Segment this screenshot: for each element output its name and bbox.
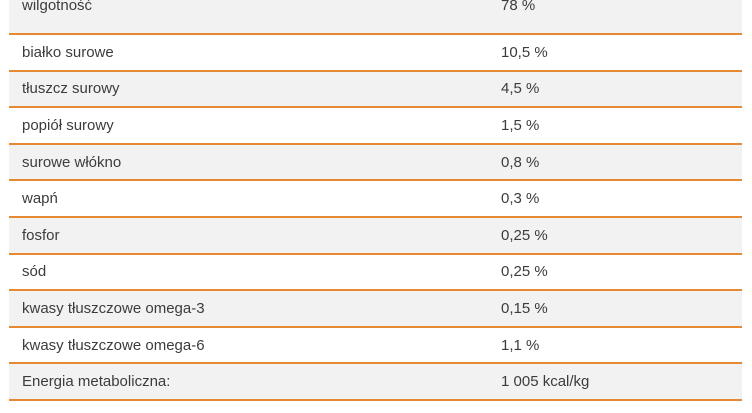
table-row: kwasy tłuszczowe omega-3 0,15 % xyxy=(9,290,742,328)
table-row: fosfor 0,25 % xyxy=(9,216,742,255)
nutrient-value-cell: 0,8 % xyxy=(488,143,742,182)
nutrient-name-cell: białko surowe xyxy=(9,34,488,72)
nutrient-name-cell: surowe włókno xyxy=(9,143,488,182)
table-row: wilgotność 78 % xyxy=(9,0,742,35)
nutrient-value: 10,5 % xyxy=(501,43,548,61)
table-row: białko surowe 10,5 % xyxy=(9,34,742,72)
nutrient-name: wilgotność xyxy=(22,0,93,14)
nutrient-value-cell: 0,3 % xyxy=(488,180,742,218)
nutrient-value-cell: 10,5 % xyxy=(488,34,742,72)
nutrient-value: 1,1 % xyxy=(501,336,540,354)
nutrient-name: Energia metaboliczna: xyxy=(22,373,171,391)
table-row: kwasy tłuszczowe omega-6 1,1 % xyxy=(9,326,742,365)
nutrient-name: surowe włókno xyxy=(22,153,122,171)
table-row: sód 0,25 % xyxy=(9,253,742,292)
nutrient-name-cell: kwasy tłuszczowe omega-6 xyxy=(9,326,488,365)
nutrient-value: 4,5 % xyxy=(501,80,540,98)
nutrient-value-cell: 1,1 % xyxy=(488,326,742,365)
nutrient-value: 0,25 % xyxy=(501,226,548,244)
nutrient-value: 1,5 % xyxy=(501,116,540,134)
nutrient-value-cell: 1 005 kcal/kg xyxy=(488,363,742,401)
nutrient-value-cell: 0,15 % xyxy=(488,290,742,328)
nutrient-name-cell: wapń xyxy=(9,180,488,218)
nutrient-name: białko surowe xyxy=(22,43,114,61)
table-row: Energia metaboliczna: 1 005 kcal/kg xyxy=(9,363,742,401)
nutrition-table-body: wilgotność 78 % białko surowe 10,5 % tłu… xyxy=(9,0,742,401)
nutrient-name-cell: tłuszcz surowy xyxy=(9,70,488,109)
nutrient-name: wapń xyxy=(22,190,58,208)
table-row: tłuszcz surowy 4,5 % xyxy=(9,70,742,109)
nutrient-name: popiół surowy xyxy=(22,116,114,134)
table-row: wapń 0,3 % xyxy=(9,180,742,218)
table-row: surowe włókno 0,8 % xyxy=(9,143,742,182)
nutrition-table: wilgotność 78 % białko surowe 10,5 % tłu… xyxy=(9,0,742,401)
nutrient-name-cell: popiół surowy xyxy=(9,107,488,145)
nutrient-name: fosfor xyxy=(22,226,60,244)
nutrient-name-cell: fosfor xyxy=(9,216,488,255)
nutrient-value: 78 % xyxy=(501,0,536,14)
nutrient-name-cell: Energia metaboliczna: xyxy=(9,363,488,401)
nutrient-name: kwasy tłuszczowe omega-3 xyxy=(22,299,205,317)
nutrient-name: tłuszcz surowy xyxy=(22,80,120,98)
nutrient-value-cell: 0,25 % xyxy=(488,253,742,292)
nutrient-value-cell: 4,5 % xyxy=(488,70,742,109)
nutrient-value: 1 005 kcal/kg xyxy=(501,373,590,391)
nutrient-value: 0,25 % xyxy=(501,263,548,281)
nutrient-name-cell: kwasy tłuszczowe omega-3 xyxy=(9,290,488,328)
nutrient-name-cell: sód xyxy=(9,253,488,292)
nutrient-value-cell: 78 % xyxy=(488,0,742,35)
nutrient-value: 0,3 % xyxy=(501,190,540,208)
nutrient-value-cell: 1,5 % xyxy=(488,107,742,145)
table-row: popiół surowy 1,5 % xyxy=(9,107,742,145)
nutrient-value: 0,8 % xyxy=(501,153,540,171)
nutrient-value: 0,15 % xyxy=(501,299,548,317)
nutrient-name-cell: wilgotność xyxy=(9,0,488,35)
nutrient-value-cell: 0,25 % xyxy=(488,216,742,255)
nutrient-name: kwasy tłuszczowe omega-6 xyxy=(22,336,205,354)
nutrient-name: sód xyxy=(22,263,47,281)
